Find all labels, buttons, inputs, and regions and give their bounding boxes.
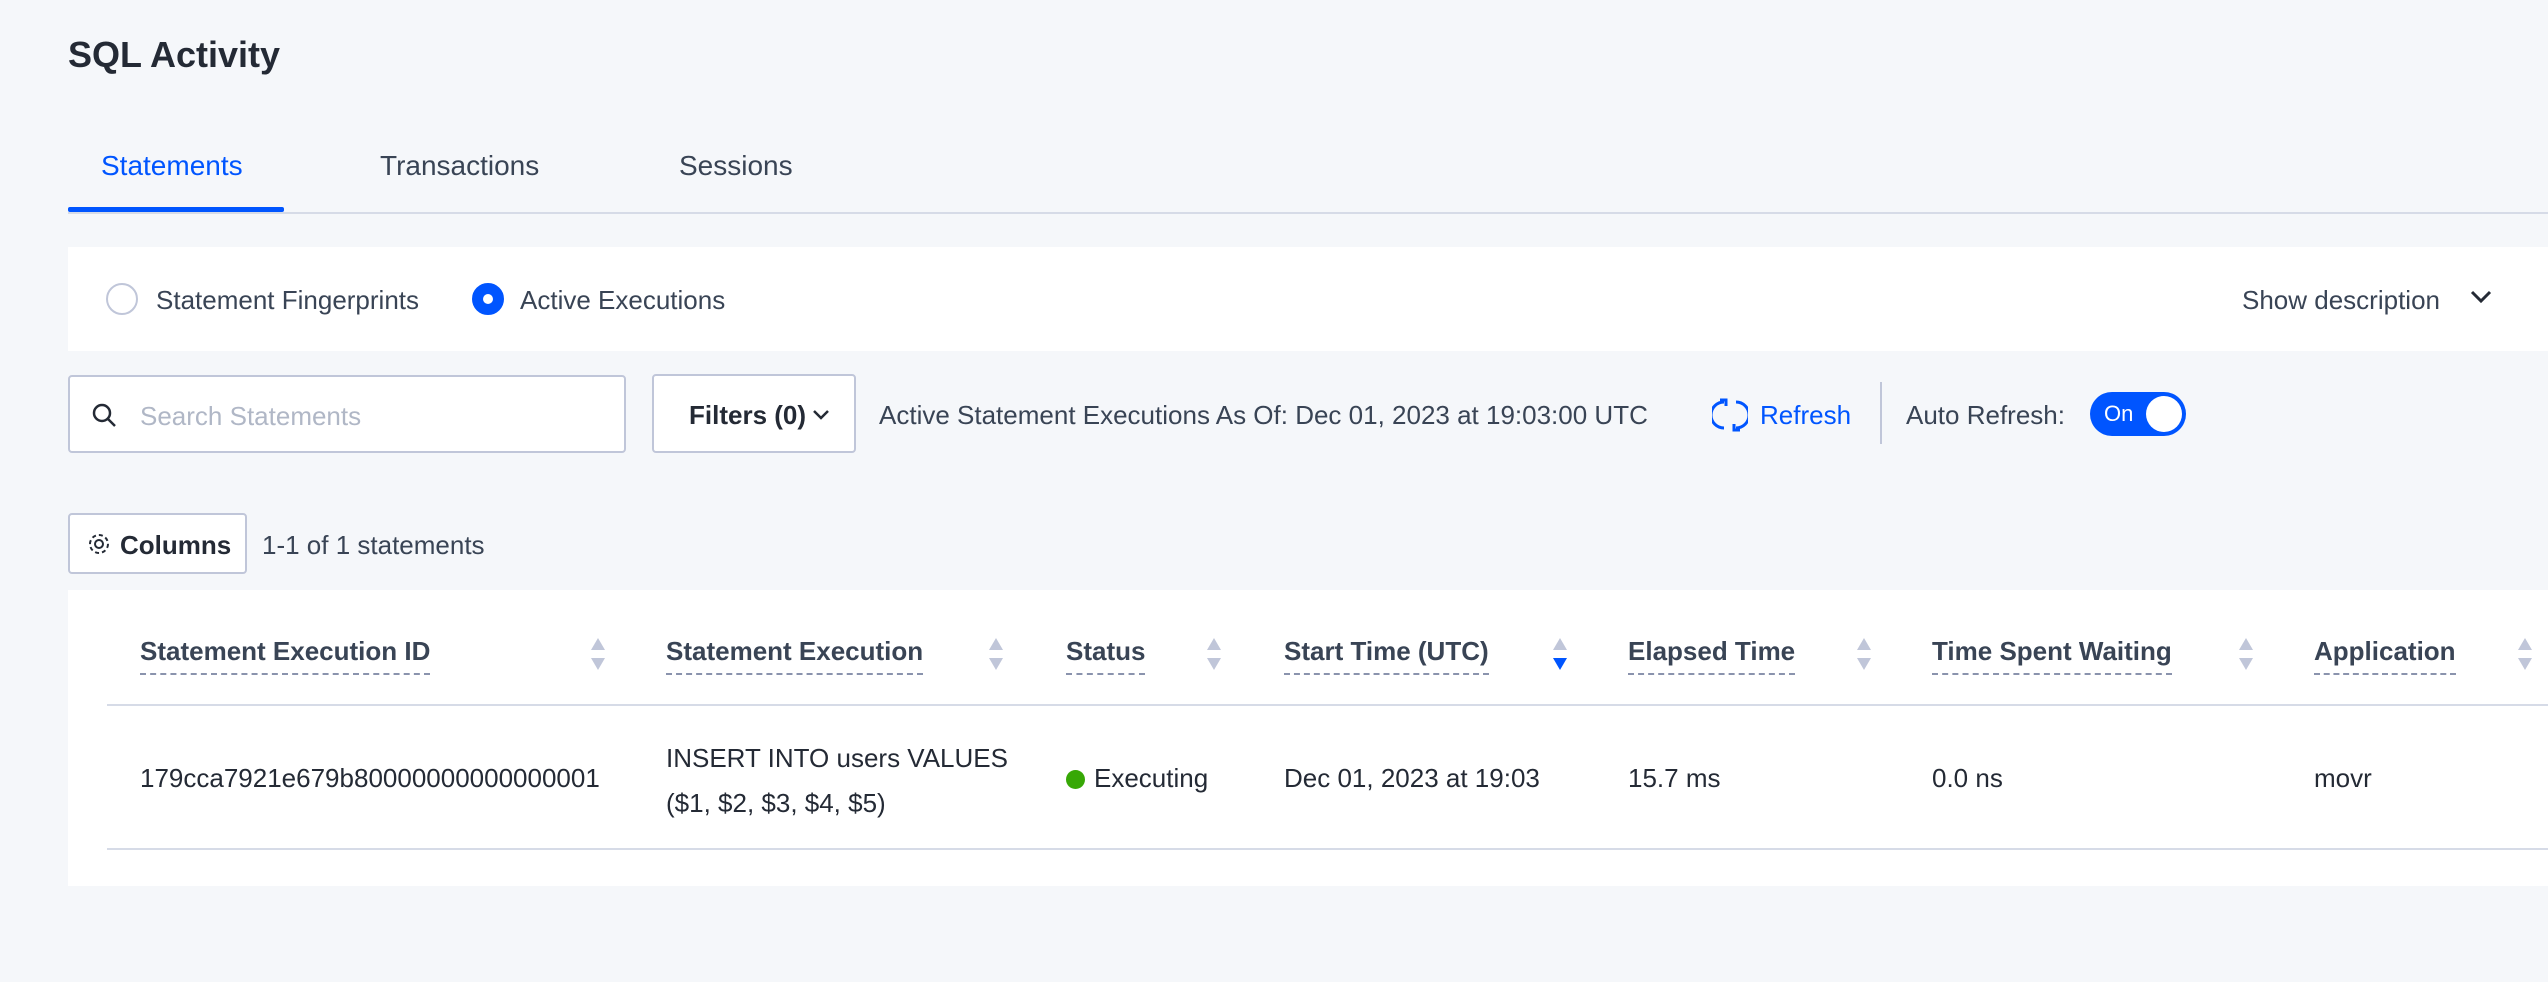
cell-execution-id[interactable]: 179cca7921e679b80000000000000001 [140,763,600,793]
auto-refresh-toggle[interactable]: On [2090,392,2186,436]
chevron-down-icon[interactable] [2470,289,2492,305]
refresh-button[interactable]: Refresh [1760,400,1852,430]
as-of-timestamp: Active Statement Executions As Of: Dec 0… [879,400,1648,430]
header-start-time[interactable]: Start Time (UTC) [1284,636,1489,675]
tab-statements[interactable]: Statements [101,150,243,181]
tab-transactions[interactable]: Transactions [380,150,540,181]
sort-icon[interactable] [989,638,1003,670]
statements-table [68,590,2548,886]
filters-button[interactable]: Filters (0) [652,374,856,453]
columns-label: Columns [120,530,232,560]
cell-statement-line2[interactable]: ($1, $2, $3, $4, $5) [666,788,886,818]
header-statement-execution-id[interactable]: Statement Execution ID [140,636,431,675]
cell-statement-line1[interactable]: INSERT INTO users VALUES [666,743,1008,773]
tab-sessions[interactable]: Sessions [679,150,793,181]
cell-status: Executing [1094,763,1209,793]
tab-divider [68,212,2548,214]
header-divider [107,704,2548,706]
refresh-icon[interactable] [1712,396,1748,434]
sort-descending-icon[interactable] [1553,638,1567,670]
cell-time-waiting: 0.0 ns [1932,763,2003,793]
radio-label-active-executions[interactable]: Active Executions [520,285,726,315]
columns-button[interactable]: Columns [68,513,247,574]
view-selector-panel: Statement Fingerprints Active Executions… [68,247,2548,351]
cell-application: movr [2314,763,2372,793]
header-status[interactable]: Status [1066,636,1146,675]
search-icon [92,403,116,427]
cell-elapsed-time: 15.7 ms [1628,763,1721,793]
header-application[interactable]: Application [2314,636,2456,675]
search-placeholder: Search Statements [140,401,362,431]
radio-active-executions[interactable] [472,283,504,315]
search-input[interactable]: Search Statements [68,375,626,453]
cell-start-time: Dec 01, 2023 at 19:03 [1284,763,1540,793]
sort-icon[interactable] [1857,638,1871,670]
statement-count: 1-1 of 1 statements [262,530,485,560]
page-title: SQL Activity [68,34,281,75]
active-tab-indicator [68,207,284,212]
sort-icon[interactable] [2518,638,2532,670]
status-dot-icon [1066,770,1085,789]
toggle-state: On [2104,401,2134,426]
filters-label: Filters (0) [689,400,807,430]
header-elapsed-time[interactable]: Elapsed Time [1628,636,1796,675]
radio-label-statement-fingerprints[interactable]: Statement Fingerprints [156,285,420,315]
chevron-down-icon [813,410,829,420]
header-time-spent-waiting[interactable]: Time Spent Waiting [1932,636,2172,675]
row-divider [107,848,2548,850]
toggle-knob [2146,396,2182,432]
show-description-button[interactable]: Show description [2242,285,2440,315]
sort-icon[interactable] [1207,638,1221,670]
header-statement-execution[interactable]: Statement Execution [666,636,924,675]
sort-icon[interactable] [591,638,605,670]
gear-icon [89,534,109,554]
toolbar-divider [1880,382,1882,444]
auto-refresh-label: Auto Refresh: [1906,400,2065,430]
sort-icon[interactable] [2239,638,2253,670]
radio-statement-fingerprints[interactable] [106,283,138,315]
